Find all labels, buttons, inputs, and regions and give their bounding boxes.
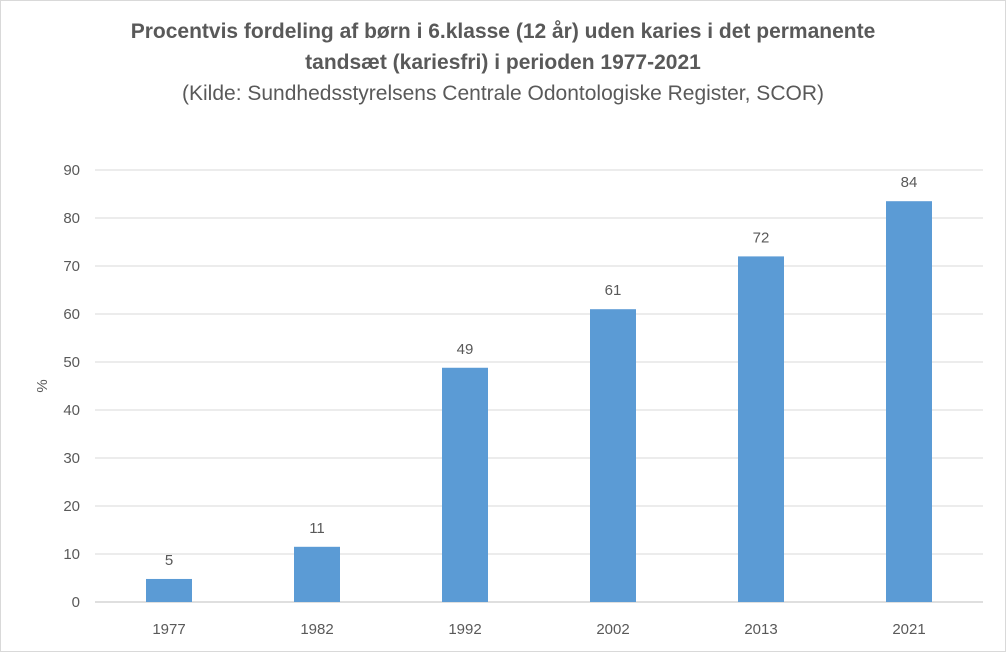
bar-1977 [146, 578, 192, 602]
bar-2002 [590, 309, 636, 602]
data-label: 49 [457, 341, 474, 358]
y-tick-label: 30 [63, 450, 80, 467]
y-tick-label: 60 [63, 306, 80, 323]
x-tick-label: 2021 [892, 621, 925, 638]
y-tick-label: 50 [63, 354, 80, 371]
bar-1982 [294, 546, 340, 602]
x-tick-label: 1992 [448, 621, 481, 638]
bar-2013 [738, 256, 784, 602]
y-axis-label: % [34, 379, 51, 392]
y-tick-label: 10 [63, 546, 80, 563]
y-tick-label: 70 [63, 258, 80, 275]
chart-title-line2: tandsæt (kariesfri) i perioden 1977-2021 [305, 51, 701, 74]
data-label: 11 [309, 520, 325, 537]
bar-1992 [442, 367, 488, 602]
data-label: 61 [605, 282, 622, 299]
x-tick-label: 2013 [744, 621, 777, 638]
y-tick-label: 80 [63, 210, 80, 227]
y-tick-label: 0 [72, 594, 80, 611]
data-label: 5 [165, 552, 173, 569]
data-label: 72 [753, 229, 770, 246]
x-tick-label: 2002 [596, 621, 629, 638]
y-tick-label: 20 [63, 498, 80, 515]
y-tick-label: 90 [63, 162, 80, 179]
chart-title-line1: Procentvis fordeling af børn i 6.klasse … [130, 20, 876, 43]
x-tick-label: 1982 [300, 621, 333, 638]
bar-2021 [886, 201, 932, 602]
y-tick-label: 40 [63, 402, 80, 419]
data-label: 84 [901, 174, 918, 191]
chart-subtitle: (Kilde: Sundhedsstyrelsens Centrale Odon… [182, 82, 824, 105]
x-tick-label: 1977 [152, 621, 185, 638]
